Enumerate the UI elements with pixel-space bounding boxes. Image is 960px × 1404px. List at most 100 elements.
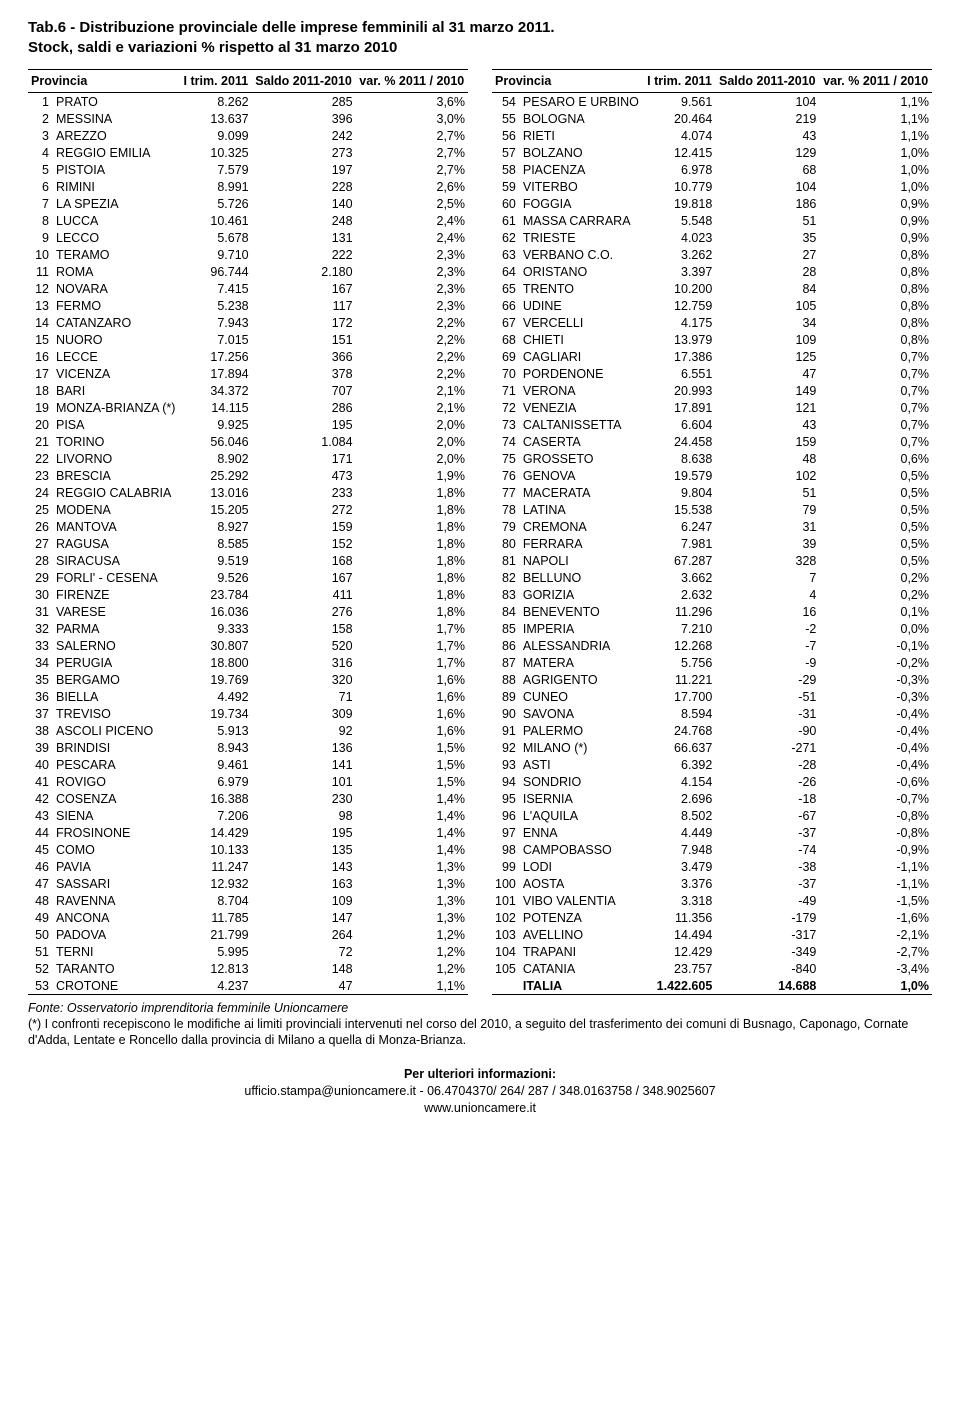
row-itrim: 13.016 bbox=[180, 484, 252, 501]
row-provincia: VERONA bbox=[519, 382, 644, 399]
row-index: 41 bbox=[28, 773, 52, 790]
row-saldo: 109 bbox=[715, 331, 819, 348]
row-index bbox=[492, 977, 519, 995]
table-row: 12NOVARA7.4151672,3% bbox=[28, 280, 468, 297]
row-var: 2,1% bbox=[356, 382, 468, 399]
row-saldo: -349 bbox=[715, 943, 819, 960]
row-provincia: CALTANISSETTA bbox=[519, 416, 644, 433]
row-saldo: 51 bbox=[715, 212, 819, 229]
row-provincia: AGRIGENTO bbox=[519, 671, 644, 688]
row-provincia: BRESCIA bbox=[52, 467, 180, 484]
table-row: 97ENNA4.449-37-0,8% bbox=[492, 824, 932, 841]
row-itrim: 7.981 bbox=[644, 535, 716, 552]
row-itrim: 17.386 bbox=[644, 348, 716, 365]
table-row: 31VARESE16.0362761,8% bbox=[28, 603, 468, 620]
row-itrim: 11.296 bbox=[644, 603, 716, 620]
row-var: 2,0% bbox=[356, 450, 468, 467]
row-itrim: 6.979 bbox=[180, 773, 252, 790]
row-index: 66 bbox=[492, 297, 519, 314]
table-row: 19MONZA-BRIANZA (*)14.1152862,1% bbox=[28, 399, 468, 416]
row-provincia: RAGUSA bbox=[52, 535, 180, 552]
row-itrim: 10.779 bbox=[644, 178, 716, 195]
row-saldo: 366 bbox=[252, 348, 356, 365]
row-var: 1,2% bbox=[356, 960, 468, 977]
row-var: 0,5% bbox=[819, 501, 932, 518]
row-provincia: BRINDISI bbox=[52, 739, 180, 756]
row-saldo: 47 bbox=[252, 977, 356, 995]
row-itrim: 7.206 bbox=[180, 807, 252, 824]
row-index: 58 bbox=[492, 161, 519, 178]
table-row: 22LIVORNO8.9021712,0% bbox=[28, 450, 468, 467]
row-index: 90 bbox=[492, 705, 519, 722]
row-saldo: 135 bbox=[252, 841, 356, 858]
row-var: 1,7% bbox=[356, 620, 468, 637]
table-row: 71VERONA20.9931490,7% bbox=[492, 382, 932, 399]
row-index: 47 bbox=[28, 875, 52, 892]
row-index: 20 bbox=[28, 416, 52, 433]
table-row: 37TREVISO19.7343091,6% bbox=[28, 705, 468, 722]
table-row: 54PESARO E URBINO9.5611041,1% bbox=[492, 93, 932, 111]
row-provincia: FERMO bbox=[52, 297, 180, 314]
row-saldo: 316 bbox=[252, 654, 356, 671]
row-index: 34 bbox=[28, 654, 52, 671]
table-row: 77MACERATA9.804510,5% bbox=[492, 484, 932, 501]
row-provincia: MASSA CARRARA bbox=[519, 212, 644, 229]
row-saldo: 7 bbox=[715, 569, 819, 586]
row-provincia: CASERTA bbox=[519, 433, 644, 450]
header-saldo: Saldo 2011-2010 bbox=[715, 70, 819, 93]
row-itrim: 13.637 bbox=[180, 110, 252, 127]
table-row: 105CATANIA23.757-840-3,4% bbox=[492, 960, 932, 977]
row-provincia: TERNI bbox=[52, 943, 180, 960]
row-saldo: -37 bbox=[715, 875, 819, 892]
row-itrim: 5.756 bbox=[644, 654, 716, 671]
row-saldo: 707 bbox=[252, 382, 356, 399]
right-table: Provincia I trim. 2011 Saldo 2011-2010 v… bbox=[492, 69, 932, 995]
row-provincia: NAPOLI bbox=[519, 552, 644, 569]
row-index: 104 bbox=[492, 943, 519, 960]
row-itrim: 11.356 bbox=[644, 909, 716, 926]
row-provincia: TARANTO bbox=[52, 960, 180, 977]
row-provincia: SASSARI bbox=[52, 875, 180, 892]
row-saldo: -37 bbox=[715, 824, 819, 841]
table-row: 14CATANZARO7.9431722,2% bbox=[28, 314, 468, 331]
row-itrim: 8.594 bbox=[644, 705, 716, 722]
row-saldo: 159 bbox=[715, 433, 819, 450]
row-saldo: -9 bbox=[715, 654, 819, 671]
row-saldo: 16 bbox=[715, 603, 819, 620]
row-index: 52 bbox=[28, 960, 52, 977]
row-var: -2,7% bbox=[819, 943, 932, 960]
row-provincia: AOSTA bbox=[519, 875, 644, 892]
table-row: 94SONDRIO4.154-26-0,6% bbox=[492, 773, 932, 790]
row-itrim: 13.979 bbox=[644, 331, 716, 348]
table-row: 39BRINDISI8.9431361,5% bbox=[28, 739, 468, 756]
row-saldo: 158 bbox=[252, 620, 356, 637]
row-var: 1,5% bbox=[356, 756, 468, 773]
header-itrim: I trim. 2011 bbox=[644, 70, 716, 93]
row-itrim: 4.154 bbox=[644, 773, 716, 790]
left-table: Provincia I trim. 2011 Saldo 2011-2010 v… bbox=[28, 69, 468, 995]
table-row: 53CROTONE4.237471,1% bbox=[28, 977, 468, 995]
row-provincia: ROVIGO bbox=[52, 773, 180, 790]
row-provincia: FROSINONE bbox=[52, 824, 180, 841]
row-itrim: 7.943 bbox=[180, 314, 252, 331]
row-provincia: IMPERIA bbox=[519, 620, 644, 637]
row-itrim: 5.678 bbox=[180, 229, 252, 246]
table-row: 20PISA9.9251952,0% bbox=[28, 416, 468, 433]
row-provincia: BELLUNO bbox=[519, 569, 644, 586]
row-var: 0,5% bbox=[819, 518, 932, 535]
row-index: 24 bbox=[28, 484, 52, 501]
row-saldo: 48 bbox=[715, 450, 819, 467]
row-provincia: ASCOLI PICENO bbox=[52, 722, 180, 739]
contact-line-1: ufficio.stampa@unioncamere.it - 06.47043… bbox=[28, 1083, 932, 1100]
row-var: -0,6% bbox=[819, 773, 932, 790]
row-index: 36 bbox=[28, 688, 52, 705]
row-provincia: CROTONE bbox=[52, 977, 180, 995]
row-itrim: 16.036 bbox=[180, 603, 252, 620]
row-var: 2,7% bbox=[356, 161, 468, 178]
row-saldo: 125 bbox=[715, 348, 819, 365]
row-itrim: 6.551 bbox=[644, 365, 716, 382]
row-provincia: COMO bbox=[52, 841, 180, 858]
row-provincia: LECCO bbox=[52, 229, 180, 246]
row-itrim: 8.902 bbox=[180, 450, 252, 467]
row-provincia: VENEZIA bbox=[519, 399, 644, 416]
